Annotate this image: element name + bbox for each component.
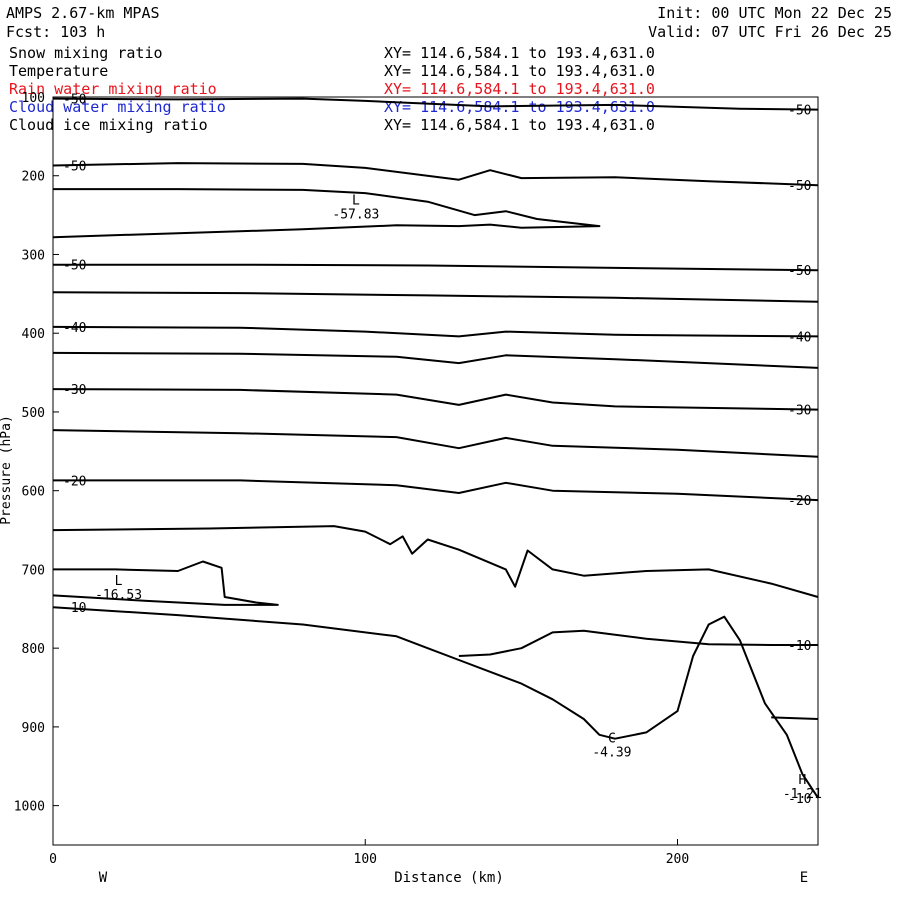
isotherm-line xyxy=(52,560,279,606)
isotherm-line xyxy=(52,525,819,598)
isotherm-line xyxy=(53,479,819,502)
isotherm-label: -50 xyxy=(788,179,811,194)
isotherm-label: -20 xyxy=(788,494,811,509)
y-tick-label: 700 xyxy=(22,563,45,578)
isotherm-label: -40 xyxy=(63,321,86,336)
isotherm-label: -30 xyxy=(63,383,86,398)
field-xy: XY= 114.6,584.1 to 193.4,631.0 xyxy=(384,80,655,98)
isotherm-line xyxy=(52,429,819,458)
isotherm-label: -50 xyxy=(788,104,811,119)
extremum-value: -1.21 xyxy=(783,787,822,802)
isotherm-line xyxy=(52,97,819,111)
isotherm-label: -20 xyxy=(63,474,86,489)
isotherm-line xyxy=(52,388,819,411)
extremum-value: -57.83 xyxy=(332,208,379,223)
isotherm-line xyxy=(53,263,819,272)
isotherm-label: -50 xyxy=(63,160,86,175)
isotherm-label: -10 xyxy=(788,639,811,654)
east-label: E xyxy=(800,870,808,886)
isotherm-line xyxy=(52,325,819,338)
extremum-value: -4.39 xyxy=(592,745,631,760)
init-time: Init: 00 UTC Mon 22 Dec 25 xyxy=(657,4,892,22)
isotherm-label: -10 xyxy=(63,601,86,616)
y-tick-label: 500 xyxy=(22,406,45,421)
y-tick-label: 200 xyxy=(22,170,45,185)
isotherm-line xyxy=(52,188,601,239)
field-name: Rain water mixing ratio xyxy=(9,80,217,98)
field-xy: XY= 114.6,584.1 to 193.4,631.0 xyxy=(384,44,655,62)
isotherm-label: -10 xyxy=(788,792,811,807)
isotherm-line xyxy=(458,629,818,657)
x-tick-label: 200 xyxy=(666,852,689,867)
field-xy: XY= 114.6,584.1 to 193.4,631.0 xyxy=(384,62,655,80)
isotherm-line xyxy=(771,716,819,720)
extremum-value: -16.53 xyxy=(95,588,142,603)
extrema-labels: L-57.83L-16.53C-4.39H-1.21 xyxy=(95,194,822,803)
field-name: Cloud ice mixing ratio xyxy=(9,116,208,134)
west-label: W xyxy=(99,870,108,886)
extremum-symbol: L xyxy=(115,574,123,589)
isotherm-line xyxy=(52,162,819,187)
y-tick-label: 400 xyxy=(22,327,45,342)
isotherm-line xyxy=(52,291,819,303)
y-tick-label: 600 xyxy=(22,485,45,500)
isotherm-label: -30 xyxy=(788,404,811,419)
isotherm-label: -50 xyxy=(63,259,86,274)
y-tick-label: 300 xyxy=(22,248,45,263)
isotherm-label: -50 xyxy=(63,93,86,108)
forecast-hour: Fcst: 103 h xyxy=(6,23,106,41)
field-name: Cloud water mixing ratio xyxy=(9,98,226,116)
isotherm-label: -50 xyxy=(788,264,811,279)
y-axis-label: Pressure (hPa) xyxy=(0,415,14,525)
x-axis-label: Distance (km) xyxy=(394,870,504,886)
valid-time: Valid: 07 UTC Fri 26 Dec 25 xyxy=(648,23,892,41)
y-tick-label: 1000 xyxy=(14,800,45,815)
y-tick-label: 100 xyxy=(22,91,45,106)
x-tick-label: 100 xyxy=(354,852,377,867)
y-tick-label: 900 xyxy=(22,721,45,736)
isotherm-label: -40 xyxy=(788,330,811,345)
x-tick-label: 0 xyxy=(49,852,57,867)
field-xy: XY= 114.6,584.1 to 193.4,631.0 xyxy=(384,116,655,134)
model-title: AMPS 2.67-km MPAS xyxy=(6,4,160,22)
extremum-symbol: C xyxy=(608,731,616,746)
field-name: Snow mixing ratio xyxy=(9,44,163,62)
isotherm-line xyxy=(52,351,819,369)
plot-frame xyxy=(52,96,819,846)
isotherm-line xyxy=(52,606,819,799)
extremum-symbol: H xyxy=(798,773,806,788)
x-axis: 0 100 200 xyxy=(49,839,689,867)
isotherm-lines: -50-50-50-50-50 -50-40-40-30-30-20-20-10-… xyxy=(52,93,819,807)
y-tick-label: 800 xyxy=(22,642,45,657)
field-name: Temperature xyxy=(9,62,109,80)
y-axis: 100 200 300 400 500 600 700 800 900 1000 xyxy=(14,91,59,815)
extremum-symbol: L xyxy=(352,194,360,209)
